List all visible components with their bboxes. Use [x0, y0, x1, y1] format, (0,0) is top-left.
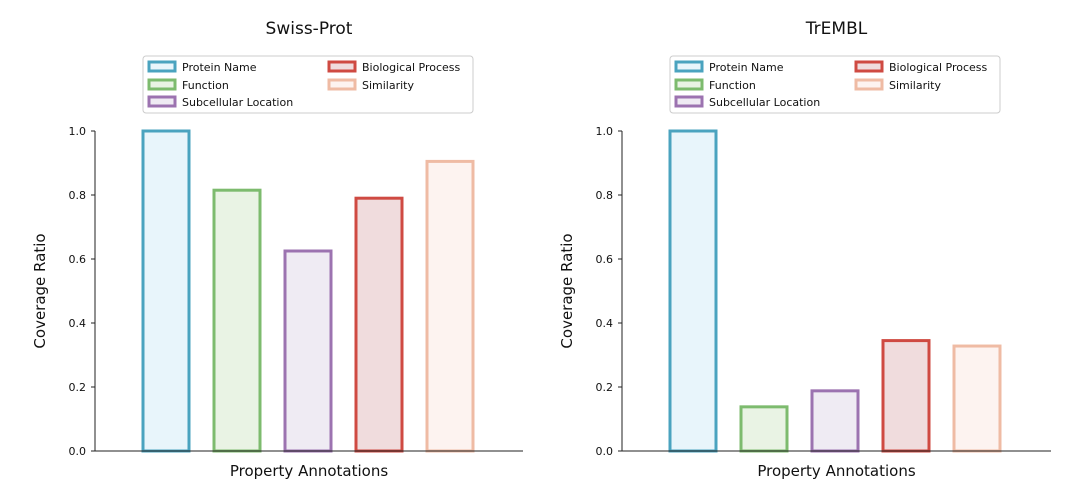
legend-swatch-subcellular-location	[674, 95, 704, 108]
x-axis-label: Property Annotations	[757, 462, 915, 480]
legend-swatch-protein-name	[674, 60, 704, 73]
y-tick-label: 0.6	[69, 253, 87, 266]
legend-label: Similarity	[362, 79, 414, 92]
bar-subcellular-location	[810, 389, 860, 453]
y-tick-label: 0.0	[596, 445, 614, 458]
legend-box	[669, 55, 1001, 114]
legend-label: Similarity	[889, 79, 941, 92]
y-tick-label: 0.8	[596, 189, 614, 202]
bar-function	[739, 405, 789, 453]
legend-label: Biological Process	[889, 61, 987, 74]
legend-label: Function	[709, 79, 756, 92]
y-tick-label: 1.0	[596, 125, 614, 138]
y-axis-label: Coverage Ratio	[558, 233, 576, 348]
legend-label: Subcellular Location	[182, 96, 293, 109]
y-axis-label: Coverage Ratio	[31, 233, 49, 348]
bar-similarity	[952, 344, 1002, 453]
legend: Protein Name Function Subcellular Location…	[142, 55, 474, 114]
bar-subcellular-location	[283, 249, 333, 453]
legend-swatch-similarity	[854, 78, 884, 91]
y-tick-label: 0.0	[69, 445, 87, 458]
legend-box	[142, 55, 474, 114]
legend-swatch-protein-name	[147, 60, 177, 73]
y-tick-label: 0.6	[596, 253, 614, 266]
y-tick-label: 1.0	[69, 125, 87, 138]
chart-title: TrEMBL	[805, 19, 868, 39]
legend-swatch-function	[147, 78, 177, 91]
y-tick-label: 0.4	[69, 317, 87, 330]
bar-biological-process	[881, 339, 931, 453]
legend-swatch-subcellular-location	[147, 95, 177, 108]
y-tick-label: 0.2	[69, 381, 87, 394]
y-tick-label: 0.2	[596, 381, 614, 394]
bar-protein-name	[668, 129, 718, 453]
legend-label: Subcellular Location	[709, 96, 820, 109]
chart-title: Swiss-Prot	[266, 19, 353, 39]
legend-label: Function	[182, 79, 229, 92]
x-axis-label: Property Annotations	[230, 462, 388, 480]
chart-panel-0: Swiss-Prot 0.0 0.2 0.4 0.6 0.8 1.0 Property Ann…	[31, 19, 523, 480]
bar-similarity	[425, 159, 475, 453]
legend-label: Protein Name	[182, 61, 257, 74]
legend-label: Protein Name	[709, 61, 784, 74]
legend: Protein Name Function Subcellular Location…	[669, 55, 1001, 114]
legend-swatch-biological-process	[854, 60, 884, 73]
y-tick-label: 0.4	[596, 317, 614, 330]
legend-swatch-function	[674, 78, 704, 91]
bar-function	[212, 188, 262, 453]
legend-label: Biological Process	[362, 61, 460, 74]
legend-swatch-biological-process	[327, 60, 357, 73]
chart-panel-1: TrEMBL 0.0 0.2 0.4 0.6 0.8 1.0 Property Annotat…	[558, 19, 1051, 480]
bar-protein-name	[141, 129, 191, 453]
y-tick-label: 0.8	[69, 189, 87, 202]
bar-biological-process	[354, 196, 404, 453]
legend-swatch-similarity	[327, 78, 357, 91]
